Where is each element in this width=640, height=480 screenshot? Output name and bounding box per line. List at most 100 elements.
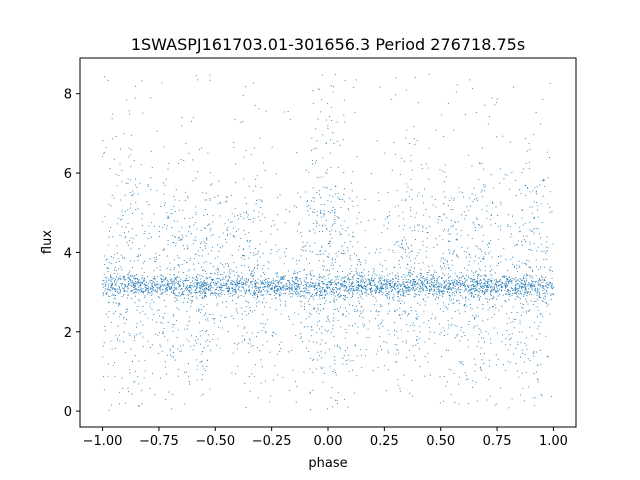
- data-point: [484, 341, 486, 343]
- data-point: [287, 270, 289, 272]
- data-point: [393, 285, 396, 288]
- data-point: [152, 283, 154, 285]
- data-point: [465, 287, 467, 289]
- data-point: [463, 267, 465, 269]
- data-point: [411, 380, 413, 382]
- data-point: [107, 288, 109, 290]
- data-point: [431, 274, 433, 276]
- data-point: [440, 260, 442, 262]
- data-point: [331, 279, 333, 281]
- data-point: [257, 250, 259, 252]
- data-point: [423, 283, 425, 285]
- data-point: [525, 337, 527, 339]
- data-point: [211, 246, 214, 248]
- data-point: [330, 201, 332, 203]
- data-point: [111, 263, 113, 265]
- data-point: [285, 289, 287, 291]
- data-point: [410, 244, 413, 246]
- data-point: [318, 253, 320, 256]
- data-point: [115, 288, 117, 291]
- data-point: [110, 274, 112, 276]
- data-point: [446, 261, 448, 263]
- data-point: [549, 212, 551, 214]
- data-point: [248, 376, 250, 378]
- data-point: [121, 181, 123, 183]
- data-point: [120, 254, 122, 256]
- data-point: [230, 283, 232, 285]
- data-point: [426, 286, 428, 288]
- data-point: [108, 279, 110, 281]
- data-point: [130, 275, 132, 277]
- data-point: [500, 202, 502, 204]
- data-point: [219, 215, 221, 217]
- data-point: [204, 288, 206, 290]
- data-point: [416, 336, 418, 338]
- data-point: [281, 293, 283, 295]
- data-point: [366, 283, 368, 285]
- data-point: [177, 375, 179, 377]
- data-point: [433, 283, 435, 285]
- data-point: [430, 287, 433, 289]
- data-point: [519, 285, 521, 288]
- data-point: [433, 293, 435, 295]
- data-point: [131, 242, 133, 244]
- data-point: [358, 288, 360, 290]
- data-point: [189, 286, 191, 288]
- data-point: [151, 293, 153, 295]
- data-point: [544, 298, 546, 300]
- data-point: [441, 220, 443, 222]
- data-point: [513, 266, 516, 268]
- data-point: [164, 279, 166, 281]
- data-point: [523, 281, 526, 283]
- data-point: [408, 290, 410, 292]
- data-point: [298, 313, 300, 315]
- data-point: [517, 343, 519, 346]
- data-point: [541, 395, 543, 397]
- data-point: [362, 309, 364, 311]
- data-point: [426, 274, 429, 276]
- data-point: [471, 270, 473, 272]
- data-point: [420, 280, 422, 282]
- data-point: [149, 387, 151, 389]
- data-point: [303, 308, 306, 310]
- data-point: [537, 381, 539, 383]
- data-point: [157, 283, 159, 285]
- data-point: [231, 194, 233, 196]
- data-point: [262, 344, 264, 346]
- data-point: [193, 286, 195, 288]
- data-point: [451, 294, 453, 296]
- data-point: [415, 344, 417, 346]
- data-point: [164, 185, 166, 187]
- data-point: [193, 263, 195, 265]
- data-point: [276, 229, 278, 231]
- data-point: [239, 290, 241, 292]
- data-point: [349, 281, 351, 284]
- data-point: [117, 279, 119, 281]
- data-point: [460, 362, 463, 364]
- data-point: [191, 285, 193, 287]
- data-point: [365, 259, 367, 262]
- data-point: [412, 282, 414, 284]
- data-point: [355, 79, 357, 81]
- data-point: [347, 208, 349, 210]
- data-point: [471, 386, 474, 388]
- data-point: [332, 328, 334, 330]
- data-point: [386, 283, 388, 285]
- data-point: [392, 293, 394, 295]
- data-point: [292, 323, 294, 325]
- data-point: [378, 200, 380, 202]
- data-point: [240, 272, 243, 274]
- data-point: [412, 273, 414, 275]
- data-point: [345, 315, 347, 317]
- data-point: [479, 163, 481, 165]
- data-point: [312, 371, 314, 373]
- data-point: [219, 295, 221, 297]
- data-point: [538, 268, 540, 271]
- data-point: [130, 282, 132, 284]
- data-point: [444, 286, 446, 289]
- data-point: [415, 288, 417, 290]
- data-point: [529, 248, 531, 250]
- data-point: [379, 287, 381, 289]
- data-point: [156, 276, 159, 278]
